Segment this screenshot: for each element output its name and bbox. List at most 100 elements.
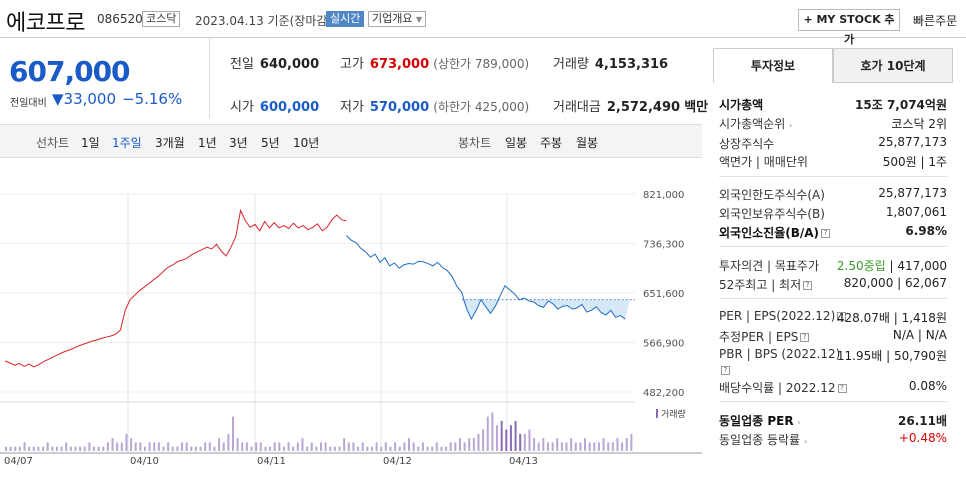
volume-bar xyxy=(574,442,577,451)
tab-5y[interactable]: 5년 xyxy=(261,136,280,150)
volume-bar xyxy=(46,442,49,451)
volume-bar xyxy=(621,442,624,451)
row-mcap-rank[interactable]: 시가총액순위 › 코스닥 2위 xyxy=(719,117,947,131)
tab-1d[interactable]: 1일 xyxy=(81,136,100,150)
volume-bar xyxy=(375,442,378,451)
stock-code: 086520 xyxy=(97,12,143,26)
volume-bar xyxy=(523,433,526,451)
change-label: 전일대비 xyxy=(10,98,47,109)
help-icon[interactable]: ? xyxy=(837,312,847,321)
price-chart[interactable]: 821,000 736,300 651,600 566,900 482,200 거래량 04… xyxy=(0,158,702,486)
row-pbr-help: ? xyxy=(719,363,947,377)
volume-bar xyxy=(79,446,82,451)
volume-bar xyxy=(301,438,304,451)
volume-bar xyxy=(491,412,494,451)
tab-weekly[interactable]: 주봉 xyxy=(540,136,563,150)
volume-bar xyxy=(255,442,258,451)
volume-bar xyxy=(528,429,531,451)
volume-bar xyxy=(250,446,253,451)
help-icon[interactable]: ? xyxy=(803,281,813,290)
volume-bar xyxy=(296,442,299,451)
volume-bar xyxy=(88,442,91,451)
market-badge: 코스닥 xyxy=(142,11,181,27)
volume-bar xyxy=(37,446,40,451)
price-series-down xyxy=(345,235,626,321)
volume-bar xyxy=(176,446,179,451)
volume-bar xyxy=(514,420,517,451)
tab-10y[interactable]: 10년 xyxy=(293,136,320,150)
row-foreign-limit: 외국인한도주식수(A) 25,877,173 xyxy=(719,186,947,202)
chevron-right-icon: › xyxy=(789,121,793,130)
company-info-dropdown[interactable]: 기업개요 ▼ xyxy=(368,11,427,27)
volume-bar xyxy=(32,446,35,451)
quote-date: 2023.04.13 기준(장마감) xyxy=(195,14,333,28)
tab-invest-info[interactable]: 투자정보 xyxy=(713,48,833,83)
row-sector-per[interactable]: 동일업종 PER › 26.11배 xyxy=(719,414,947,428)
tab-3m[interactable]: 3개월 xyxy=(155,136,185,150)
invest-info-panel: 투자정보 호가 10단계 시가총액 15조 7,074억원 시가총액순위 › 코스닥… xyxy=(713,48,953,486)
tab-monthly[interactable]: 월봉 xyxy=(576,136,599,150)
volume-bar xyxy=(454,442,457,451)
help-icon[interactable]: ? xyxy=(721,366,730,375)
volume-bar xyxy=(370,446,373,451)
row-sector-rate[interactable]: 동일업종 등락률 › +0.48% xyxy=(719,431,947,447)
x-tick-label: 04/13 xyxy=(509,456,538,467)
volume-bar xyxy=(287,442,290,451)
volume-bar xyxy=(556,438,559,451)
row-shares: 상장주식수 25,877,173 xyxy=(719,135,947,151)
volume-bar xyxy=(607,442,610,451)
volume-bar xyxy=(204,442,207,451)
change-value: ▼33,000 xyxy=(52,90,117,108)
volume-bar xyxy=(333,446,336,451)
help-icon[interactable]: ? xyxy=(800,333,810,342)
volume-bar xyxy=(593,442,596,451)
volume-legend-label: 거래량 xyxy=(661,408,686,420)
add-mystock-button[interactable]: + MY STOCK 추가 xyxy=(798,9,900,46)
volume-bar xyxy=(60,446,63,451)
chevron-down-icon: ▼ xyxy=(415,15,423,24)
tab-daily[interactable]: 일봉 xyxy=(505,136,528,150)
volume-bar xyxy=(310,442,313,451)
current-price: 607,000 xyxy=(9,55,131,88)
tab-hoga[interactable]: 호가 10단계 xyxy=(833,48,953,83)
volume-bar xyxy=(616,438,619,451)
volume-bar xyxy=(347,442,350,451)
chart-period-tabs: 선차트 1일 1주일 3개월 1년 3년 5년 10년 봉차트 일봉 주봉 월봉 xyxy=(0,124,702,158)
divider xyxy=(719,401,947,402)
volume-bar xyxy=(509,425,512,451)
volume-bar xyxy=(259,442,262,451)
volume-bar xyxy=(537,442,540,451)
y-tick-label: 821,000 xyxy=(643,190,684,201)
volume-bar xyxy=(28,446,31,451)
tab-1w[interactable]: 1주일 xyxy=(112,136,142,150)
help-icon[interactable]: ? xyxy=(837,384,847,393)
volume-bar xyxy=(157,442,160,451)
volume-bar xyxy=(320,442,322,451)
volume-bar xyxy=(394,442,397,451)
volume-bar xyxy=(9,446,12,451)
volume-bar xyxy=(380,446,383,451)
volume-bar xyxy=(417,446,420,451)
volume-bar xyxy=(329,446,332,451)
tab-3y[interactable]: 3년 xyxy=(229,136,248,150)
volume-legend-swatch xyxy=(656,409,658,418)
price-stats: 전일 640,000 고가 673,000 (상한가 789,000) 거래량 4,1… xyxy=(210,38,708,118)
volume-bar xyxy=(570,438,573,451)
stat-open: 시가 600,000 xyxy=(230,100,320,115)
volume-bar xyxy=(361,442,364,451)
realtime-button[interactable]: 실시간 xyxy=(326,11,365,27)
volume-bar xyxy=(588,442,591,451)
volume-bar xyxy=(482,429,485,451)
volume-bar xyxy=(602,438,605,451)
volume-bar xyxy=(421,442,424,451)
volume-bar xyxy=(120,442,123,451)
volume-bar xyxy=(222,442,225,451)
tab-1y[interactable]: 1년 xyxy=(198,136,217,150)
volume-bar xyxy=(181,442,184,451)
volume-bar xyxy=(445,446,448,451)
volume-bar xyxy=(315,446,318,451)
quick-order-link[interactable]: 빠른주문 xyxy=(913,14,958,28)
volume-bar xyxy=(97,446,100,451)
help-icon[interactable]: ? xyxy=(821,229,831,238)
volume-bar xyxy=(213,446,216,451)
